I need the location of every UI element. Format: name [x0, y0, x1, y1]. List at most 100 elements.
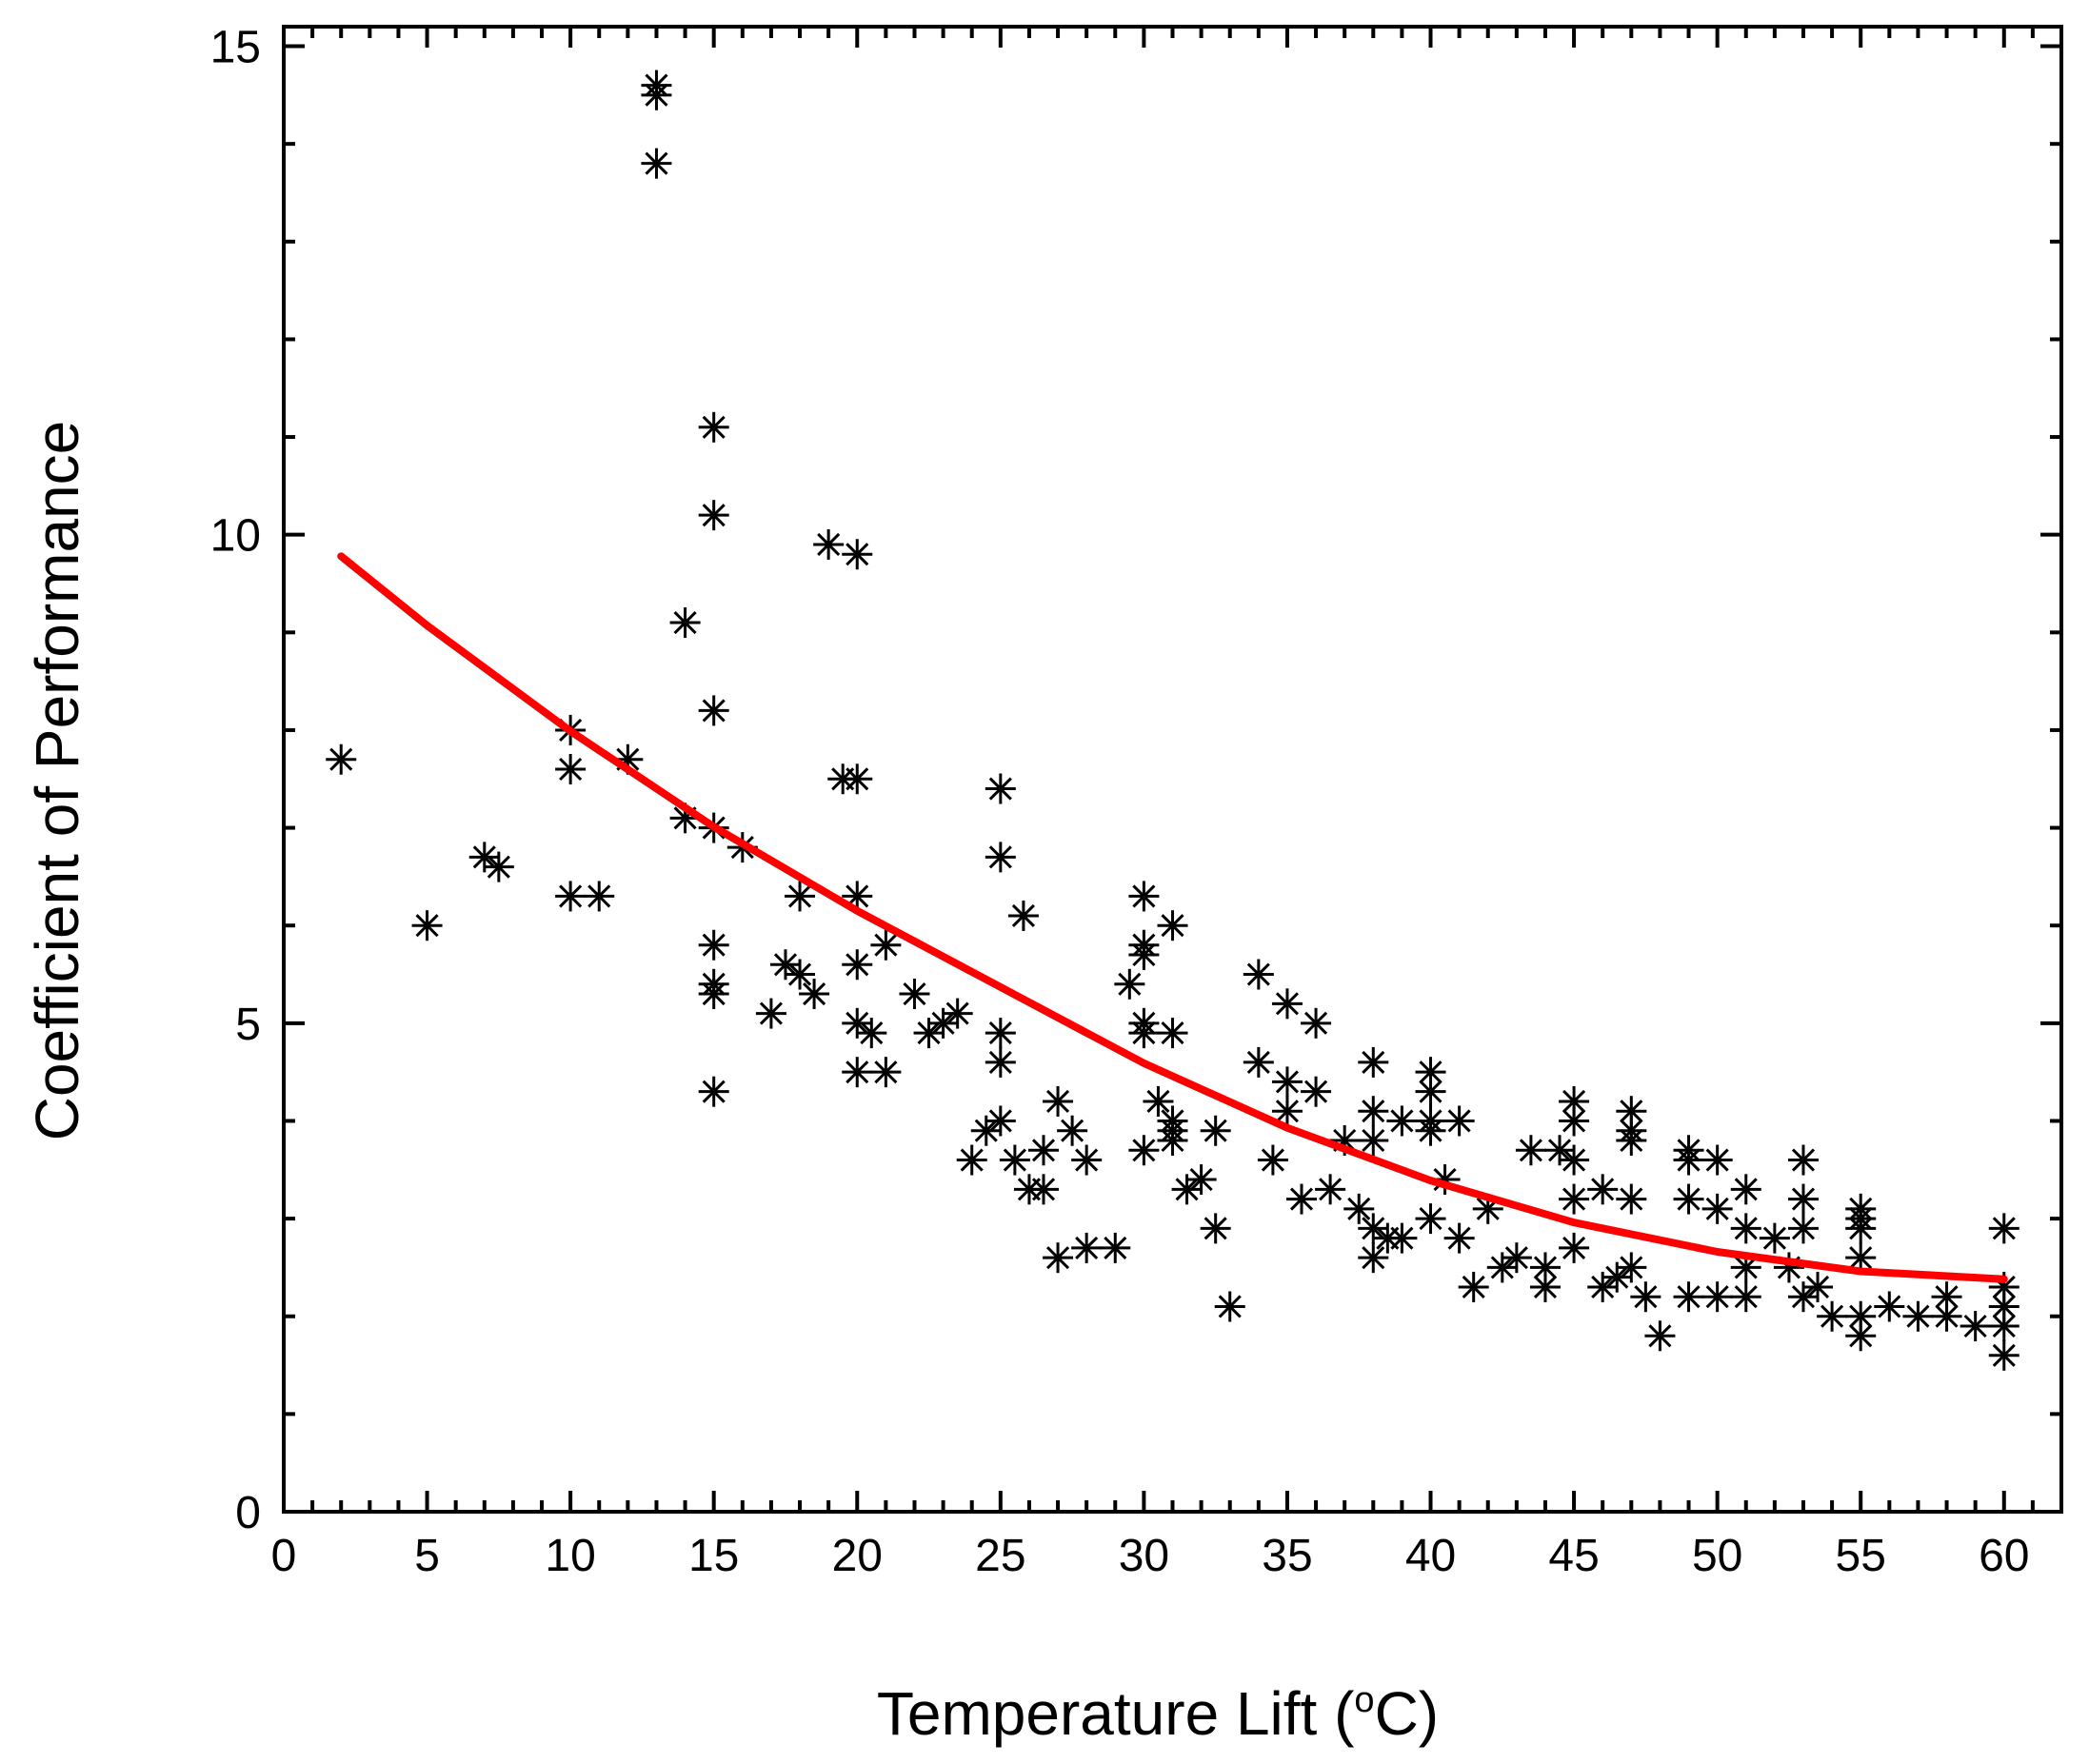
scatter-point — [1701, 1193, 1733, 1224]
scatter-point — [1200, 1115, 1231, 1146]
scatter-point — [669, 607, 701, 639]
scatter-point — [1787, 1281, 1819, 1313]
scatter-point — [1214, 1291, 1245, 1322]
scatter-point — [1616, 1183, 1647, 1215]
scatter-point — [1128, 1135, 1160, 1166]
y-tick-label: 5 — [235, 1000, 261, 1050]
data-points — [326, 69, 2019, 1371]
x-tick-label: 45 — [1548, 1531, 1599, 1581]
scatter-point — [1415, 1115, 1446, 1146]
scatter-point — [956, 1144, 987, 1176]
scatter-point — [842, 1007, 873, 1039]
tick-labels: 0 5 10 15 20 25 30 35 40 45 50 55 60 0 5 10 15 — [210, 23, 2030, 1581]
scatter-point — [1587, 1174, 1619, 1205]
scatter-point — [1701, 1281, 1733, 1313]
scatter-point — [1443, 1105, 1475, 1137]
scatter-point — [1673, 1281, 1704, 1313]
scatter-point — [1559, 1144, 1590, 1176]
scatter-point — [1673, 1183, 1704, 1215]
x-tick-label: 40 — [1405, 1531, 1456, 1581]
x-tick-label: 50 — [1692, 1531, 1742, 1581]
scatter-point — [698, 929, 729, 961]
scatter-point — [1960, 1311, 1991, 1341]
scatter-point — [1845, 1320, 1877, 1352]
scatter-point — [1143, 1085, 1174, 1117]
scatter-point — [555, 754, 587, 784]
scatter-point — [1157, 1125, 1188, 1156]
scatter-point — [842, 1057, 873, 1088]
scatter-point — [1817, 1300, 1848, 1332]
scatter-point — [1644, 1320, 1676, 1352]
x-tick-label: 15 — [688, 1531, 739, 1581]
scatter-point — [698, 979, 729, 1010]
scatter-point — [1415, 1076, 1446, 1107]
scatter-point — [1787, 1144, 1819, 1176]
x-tick-label: 0 — [271, 1531, 297, 1581]
scatter-point — [1602, 1261, 1633, 1293]
scatter-point — [1301, 1076, 1332, 1107]
scatter-point — [785, 959, 816, 990]
scatter-point — [1529, 1252, 1561, 1283]
scatter-point — [1559, 1105, 1590, 1137]
scatter-point — [1515, 1135, 1546, 1166]
scatter-point — [1787, 1213, 1819, 1244]
scatter-point — [411, 910, 443, 941]
scatter-point — [1043, 1242, 1074, 1274]
scatter-point — [999, 1144, 1030, 1176]
scatter-point — [755, 998, 786, 1029]
x-tick-label: 10 — [545, 1531, 595, 1581]
scatter-point — [842, 539, 873, 570]
scatter-point — [1286, 1183, 1318, 1215]
scatter-point — [1243, 959, 1274, 990]
scatter-point — [326, 743, 357, 775]
scatter-point — [483, 851, 514, 882]
scatter-point — [913, 1018, 945, 1049]
scatter-point — [1027, 1135, 1059, 1166]
scatter-point — [1027, 1174, 1059, 1205]
scatter-point — [1559, 1232, 1590, 1263]
scatter-point — [899, 979, 930, 1010]
y-tick-label: 0 — [235, 1488, 261, 1538]
scatter-point — [985, 1018, 1016, 1049]
scatter-point — [1043, 1085, 1074, 1117]
scatter-point — [1988, 1213, 2019, 1244]
scatter-point — [1486, 1252, 1518, 1283]
scatter-point — [1301, 1007, 1332, 1039]
scatter-point — [1071, 1144, 1103, 1176]
scatter-point — [985, 1105, 1016, 1137]
scatter-point — [698, 695, 729, 726]
y-tick-label: 10 — [210, 511, 261, 562]
scatter-point — [1902, 1300, 1934, 1332]
scatter-point — [698, 500, 729, 531]
scatter-point — [1787, 1183, 1819, 1215]
scatter-point — [1730, 1213, 1761, 1244]
x-axis-title-unit: C) — [1375, 1679, 1440, 1748]
scatter-point — [1157, 1018, 1188, 1049]
scatter-point — [1128, 940, 1160, 970]
scatter-point — [1458, 1271, 1489, 1302]
scatter-point — [785, 881, 816, 912]
scatter-point — [1185, 1164, 1217, 1196]
ticks — [282, 27, 2063, 1514]
scatter-point — [1415, 1203, 1446, 1235]
scatter-point — [842, 949, 873, 981]
scatter-point — [1071, 1232, 1103, 1263]
scatter-point — [1007, 900, 1039, 931]
scatter-point — [799, 979, 830, 1010]
scatter-point — [1128, 1018, 1160, 1049]
scatter-point — [698, 411, 729, 443]
scatter-point — [870, 1057, 902, 1088]
scatter-point — [1802, 1271, 1834, 1302]
scatter-point — [1988, 1311, 2019, 1341]
scatter-point — [1257, 1144, 1288, 1176]
scatter-point — [985, 1046, 1016, 1078]
scatter-point — [856, 1018, 887, 1049]
scatter-point — [1501, 1242, 1532, 1274]
x-axis-title-main: Temperature Lift ( — [877, 1679, 1355, 1748]
scatter-point — [555, 881, 587, 912]
scatter-point — [1988, 1339, 2019, 1371]
scatter-point — [842, 763, 873, 795]
scatter-point — [813, 528, 845, 560]
scatter-point — [1271, 1066, 1303, 1098]
scatter-point — [698, 1076, 729, 1107]
